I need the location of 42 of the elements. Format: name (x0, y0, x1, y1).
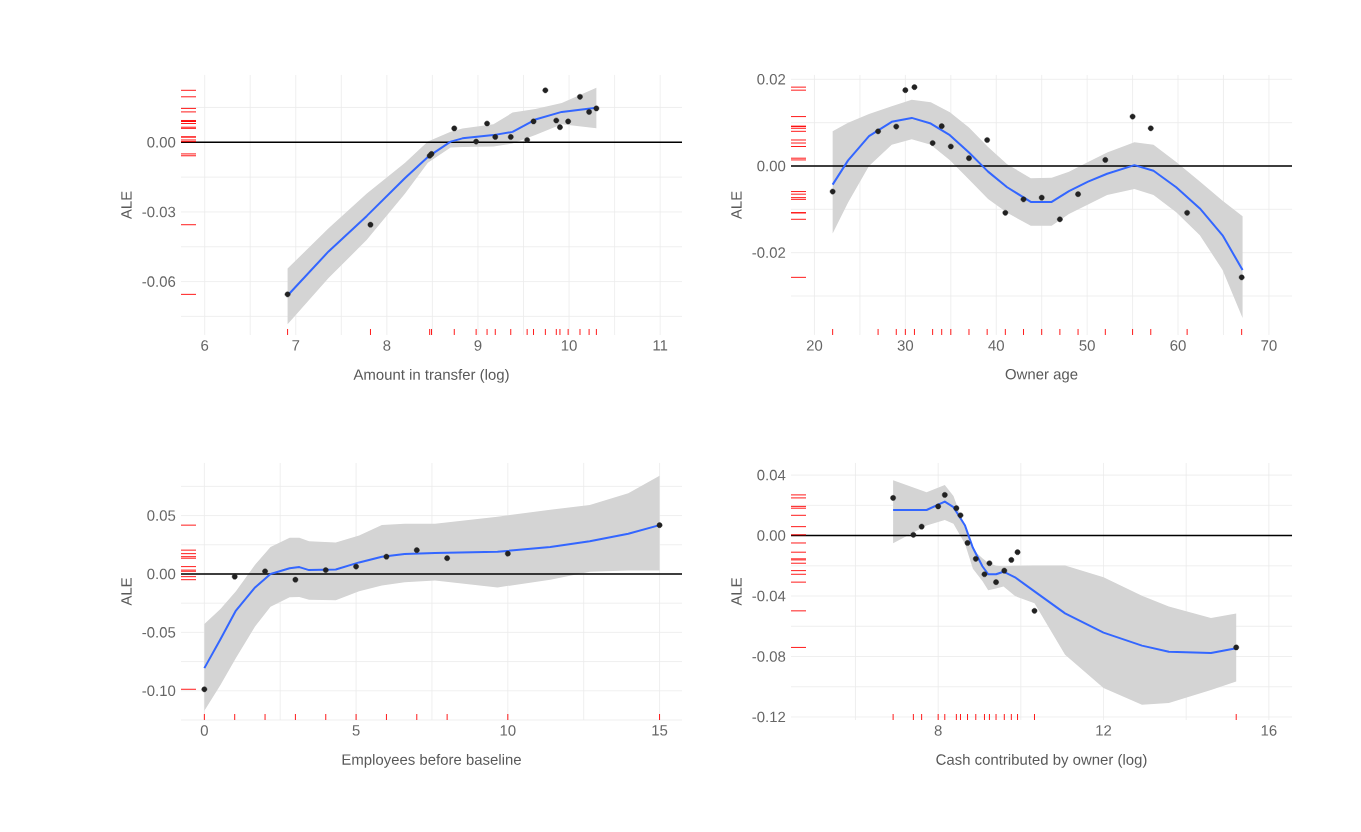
y-tick-label: -0.10 (142, 685, 176, 697)
x-tick-label: 40 (988, 340, 1004, 351)
x-tick-label: 8 (934, 725, 942, 736)
x-tick-label: 0 (200, 725, 208, 736)
x-axis-title: Owner age (1005, 368, 1078, 383)
x-tick-label: 15 (652, 725, 668, 736)
x-tick-label: 12 (1096, 725, 1112, 736)
y-tick-label: -0.02 (752, 247, 786, 258)
x-tick-label: 70 (1261, 340, 1277, 351)
y-tick-label: -0.05 (142, 627, 176, 638)
y-tick-label: -0.06 (142, 276, 176, 287)
y-tick-label: 0.00 (147, 137, 176, 148)
x-tick-label: 11 (653, 340, 668, 351)
y-tick-label: 0.00 (147, 568, 176, 580)
y-tick-label: -0.04 (752, 590, 786, 602)
x-tick-label: 60 (1170, 340, 1186, 351)
y-tick-label: 0.05 (147, 510, 176, 521)
x-tick-label: 5 (352, 725, 360, 736)
y-axis-title: ALE (121, 578, 132, 606)
x-tick-label: 9 (474, 340, 482, 351)
y-tick-label: 0.00 (757, 530, 786, 541)
x-tick-label: 10 (500, 725, 516, 736)
y-axis-title: ALE (121, 191, 132, 220)
x-tick-label: 8 (383, 340, 391, 351)
x-tick-label: 10 (561, 340, 577, 351)
x-axis-title: Cash contributed by owner (log) (936, 753, 1147, 768)
x-tick-label: 50 (1079, 340, 1095, 351)
y-tick-label: -0.12 (752, 711, 786, 723)
x-tick-label: 6 (201, 340, 209, 351)
y-tick-label: -0.03 (142, 206, 176, 218)
y-tick-label: 0.02 (757, 74, 786, 85)
y-axis-title: ALE (731, 578, 742, 606)
y-tick-label: 0.04 (757, 469, 786, 481)
x-tick-label: 7 (292, 340, 300, 351)
y-axis-title: ALE (731, 191, 742, 220)
x-tick-label: 30 (897, 340, 914, 351)
x-tick-label: 20 (806, 340, 823, 351)
x-tick-label: 16 (1261, 725, 1277, 736)
y-tick-label: 0.00 (757, 160, 786, 172)
y-tick-label: -0.08 (752, 651, 786, 662)
x-axis-title: Amount in transfer (log) (353, 368, 509, 383)
x-axis-title: Employees before baseline (342, 753, 521, 768)
